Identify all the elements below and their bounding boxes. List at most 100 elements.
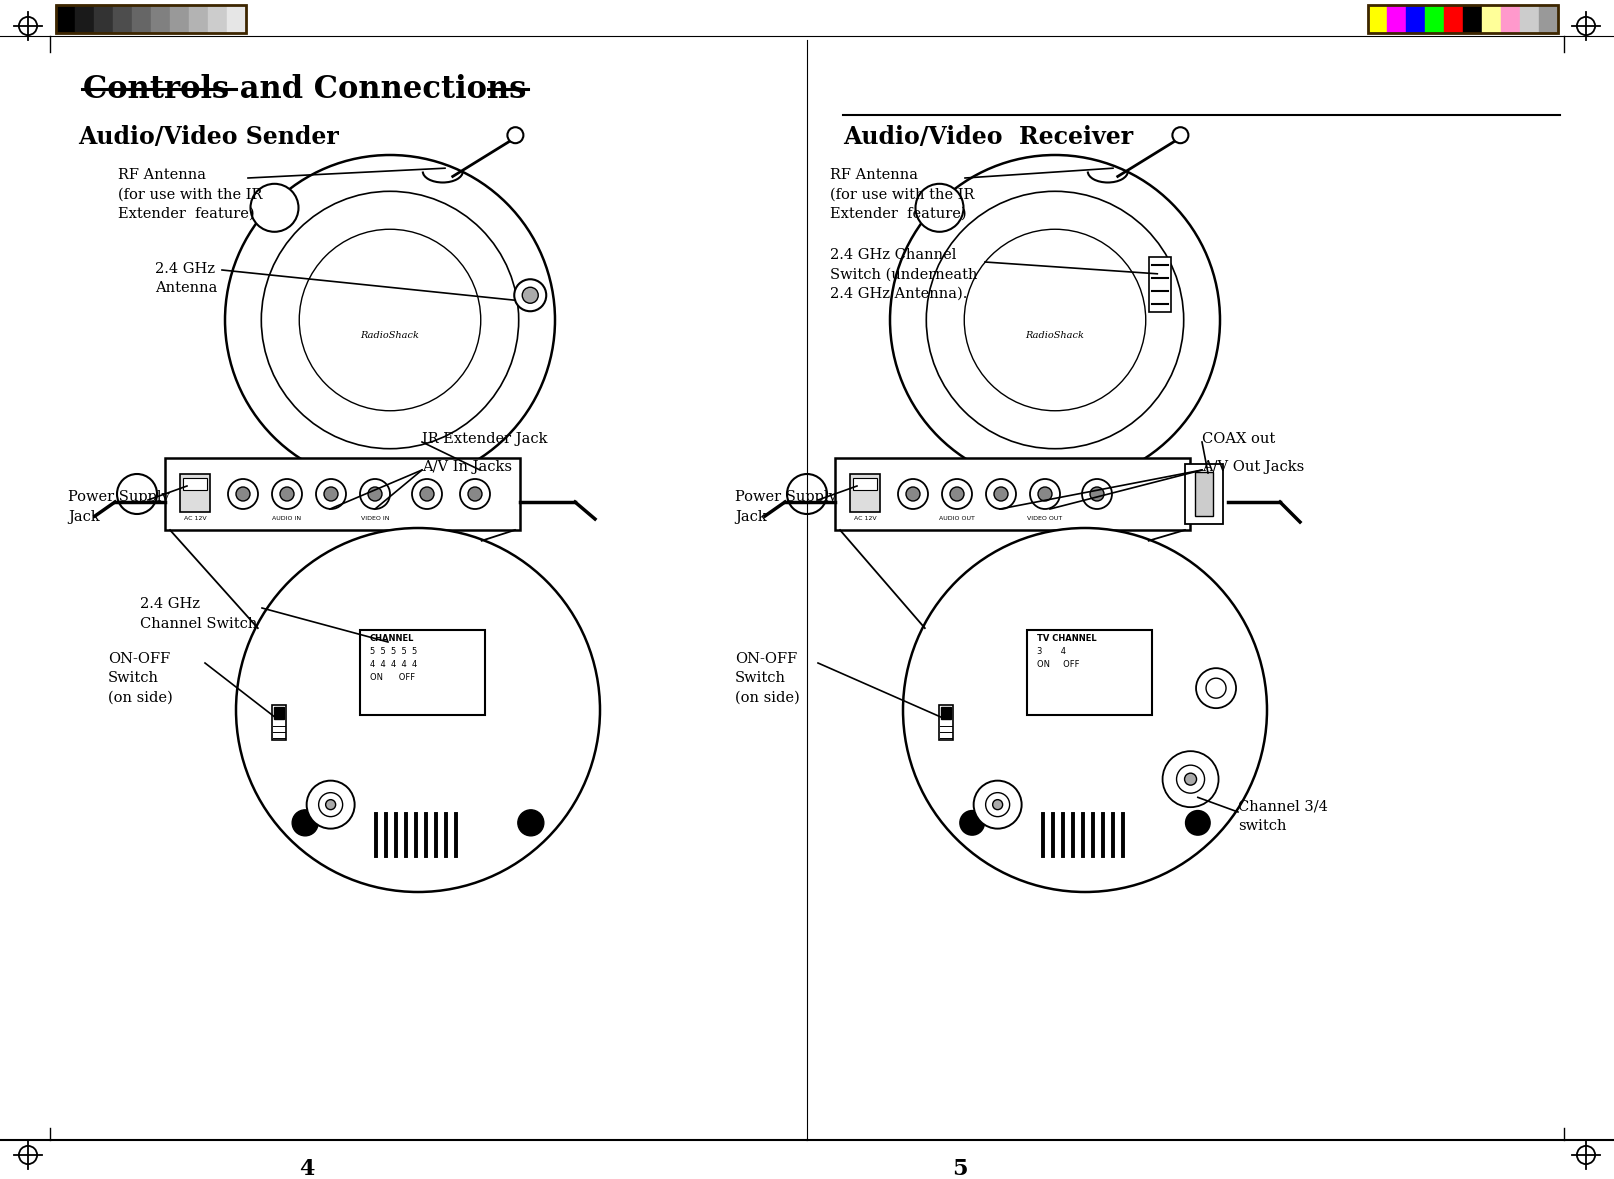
Bar bbox=[1369, 5, 1386, 33]
Circle shape bbox=[973, 780, 1022, 829]
Text: 4  4  4  4  4: 4 4 4 4 4 bbox=[370, 660, 418, 668]
Text: VIDEO OUT: VIDEO OUT bbox=[1028, 516, 1062, 521]
Bar bbox=[1369, 5, 1558, 33]
Circle shape bbox=[368, 487, 383, 501]
Circle shape bbox=[1162, 751, 1219, 808]
Bar bbox=[94, 5, 113, 33]
Text: RadioShack: RadioShack bbox=[360, 330, 420, 340]
Text: Power Supply
Jack: Power Supply Jack bbox=[68, 490, 169, 523]
Circle shape bbox=[902, 528, 1267, 893]
Bar bbox=[74, 5, 94, 33]
Circle shape bbox=[316, 479, 345, 509]
Circle shape bbox=[1172, 127, 1188, 143]
Circle shape bbox=[1177, 765, 1204, 793]
Bar bbox=[1386, 5, 1406, 33]
Text: CHANNEL: CHANNEL bbox=[370, 634, 415, 643]
Circle shape bbox=[994, 487, 1009, 501]
Circle shape bbox=[523, 288, 537, 303]
Bar bbox=[181, 474, 210, 512]
Circle shape bbox=[279, 487, 294, 501]
Bar bbox=[56, 5, 245, 33]
Circle shape bbox=[468, 487, 483, 501]
Bar bbox=[834, 457, 1190, 531]
Circle shape bbox=[273, 479, 302, 509]
Circle shape bbox=[1030, 479, 1060, 509]
Circle shape bbox=[360, 479, 391, 509]
Circle shape bbox=[224, 154, 555, 485]
Circle shape bbox=[236, 487, 250, 501]
Circle shape bbox=[507, 127, 523, 143]
Circle shape bbox=[1038, 487, 1052, 501]
Bar bbox=[1425, 5, 1445, 33]
Bar bbox=[56, 5, 74, 33]
Bar bbox=[274, 707, 284, 719]
Bar bbox=[132, 5, 152, 33]
Text: ON-OFF
Switch
(on side): ON-OFF Switch (on side) bbox=[734, 652, 801, 705]
Circle shape bbox=[915, 184, 964, 232]
Circle shape bbox=[889, 154, 1220, 485]
Bar bbox=[1149, 257, 1172, 312]
Circle shape bbox=[897, 479, 928, 509]
Text: 2.4 GHz
Antenna: 2.4 GHz Antenna bbox=[155, 262, 218, 296]
Bar bbox=[1462, 5, 1482, 33]
Circle shape bbox=[420, 487, 434, 501]
Text: AUDIO OUT: AUDIO OUT bbox=[939, 516, 975, 521]
Bar bbox=[1501, 5, 1520, 33]
Bar bbox=[1027, 630, 1152, 714]
Circle shape bbox=[515, 279, 546, 311]
Text: 4: 4 bbox=[299, 1158, 315, 1179]
Circle shape bbox=[460, 479, 491, 509]
Bar bbox=[169, 5, 189, 33]
Text: 2.4 GHz Channel
Switch (underneath
2.4 GHz Antenna).: 2.4 GHz Channel Switch (underneath 2.4 G… bbox=[830, 248, 978, 301]
Bar bbox=[189, 5, 208, 33]
Text: AC 12V: AC 12V bbox=[854, 516, 876, 521]
Text: A/V Out Jacks: A/V Out Jacks bbox=[1202, 460, 1304, 474]
Text: AUDIO IN: AUDIO IN bbox=[273, 516, 302, 521]
Circle shape bbox=[412, 479, 442, 509]
Text: 5: 5 bbox=[952, 1158, 968, 1179]
Bar bbox=[228, 5, 245, 33]
Text: Channel 3/4
switch: Channel 3/4 switch bbox=[1238, 801, 1328, 834]
Circle shape bbox=[324, 487, 337, 501]
Text: 2.4 GHz
Channel Switch: 2.4 GHz Channel Switch bbox=[140, 597, 257, 631]
Text: ON     OFF: ON OFF bbox=[1038, 660, 1080, 668]
Text: IR Extender Jack: IR Extender Jack bbox=[421, 432, 547, 446]
Bar bbox=[1406, 5, 1425, 33]
Circle shape bbox=[228, 479, 258, 509]
Circle shape bbox=[1185, 810, 1210, 836]
Text: Controls and Connections: Controls and Connections bbox=[84, 73, 526, 105]
Circle shape bbox=[116, 474, 157, 514]
Text: TV CHANNEL: TV CHANNEL bbox=[1038, 634, 1096, 643]
Bar bbox=[113, 5, 132, 33]
Bar bbox=[152, 5, 169, 33]
Circle shape bbox=[1196, 668, 1236, 709]
Circle shape bbox=[1185, 773, 1196, 785]
Circle shape bbox=[943, 479, 972, 509]
Circle shape bbox=[993, 799, 1002, 810]
Bar bbox=[1540, 5, 1558, 33]
Text: AC 12V: AC 12V bbox=[184, 516, 207, 521]
Bar bbox=[273, 705, 286, 740]
Circle shape bbox=[986, 479, 1015, 509]
Circle shape bbox=[318, 792, 342, 817]
Text: ON      OFF: ON OFF bbox=[370, 673, 415, 681]
Text: COAX out: COAX out bbox=[1202, 432, 1275, 446]
Text: Power Supply
Jack: Power Supply Jack bbox=[734, 490, 836, 523]
Circle shape bbox=[905, 487, 920, 501]
Circle shape bbox=[250, 184, 299, 232]
Text: A/V In Jacks: A/V In Jacks bbox=[421, 460, 512, 474]
Circle shape bbox=[1206, 678, 1227, 698]
Text: Audio/Video  Receiver: Audio/Video Receiver bbox=[843, 125, 1133, 149]
Circle shape bbox=[788, 474, 826, 514]
Circle shape bbox=[292, 810, 318, 836]
Circle shape bbox=[326, 799, 336, 810]
Bar bbox=[208, 5, 228, 33]
Bar bbox=[939, 705, 954, 740]
Text: RF Antenna
(for use with the IR
Extender  feature): RF Antenna (for use with the IR Extender… bbox=[830, 167, 975, 220]
Circle shape bbox=[986, 792, 1010, 817]
Bar bbox=[182, 477, 207, 490]
Bar bbox=[1482, 5, 1501, 33]
Bar bbox=[165, 457, 520, 531]
Circle shape bbox=[236, 528, 600, 893]
Circle shape bbox=[307, 780, 355, 829]
